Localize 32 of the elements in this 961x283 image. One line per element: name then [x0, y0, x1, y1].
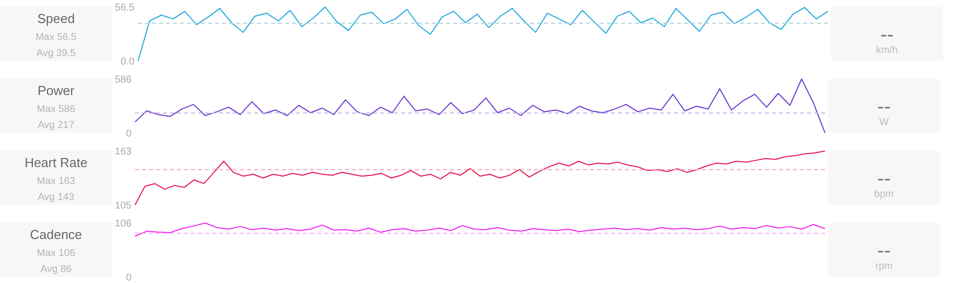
- text: km/h: [876, 45, 898, 56]
- line-series: [134, 150, 826, 206]
- line-series: [134, 78, 826, 134]
- text: Avg 39.5: [36, 48, 76, 59]
- text: --: [877, 168, 891, 190]
- text: bpm: [874, 189, 894, 200]
- text: --: [880, 24, 894, 46]
- y-tick-label: 0: [126, 128, 132, 140]
- chart-title: Speed: [37, 11, 75, 26]
- text: Max 586: [36, 104, 76, 115]
- text: rpm: [875, 261, 893, 272]
- y-tick-label: 163: [114, 146, 132, 158]
- y-tick-label: 105: [114, 200, 132, 212]
- text: Avg 217: [38, 120, 75, 131]
- chart-title: Cadence: [30, 227, 82, 242]
- text: W: [879, 117, 890, 128]
- chart-title: Power: [38, 83, 76, 98]
- text: Max 163: [36, 176, 76, 187]
- y-tick-label: 56.5: [115, 2, 135, 14]
- y-tick-label: 586: [114, 74, 132, 86]
- y-tick-label: 0: [126, 272, 132, 283]
- line-series: [138, 6, 828, 62]
- y-tick-label: 0.0: [120, 56, 135, 68]
- text: --: [877, 96, 891, 118]
- text: Max 56.5: [35, 32, 77, 43]
- text: Max 106: [36, 248, 76, 259]
- text: Avg 86: [40, 264, 72, 275]
- y-tick-label: 106: [114, 218, 132, 230]
- chart-title: Heart Rate: [24, 155, 88, 170]
- text: --: [877, 240, 891, 262]
- line-series: [134, 222, 826, 237]
- text: Avg 143: [38, 192, 75, 203]
